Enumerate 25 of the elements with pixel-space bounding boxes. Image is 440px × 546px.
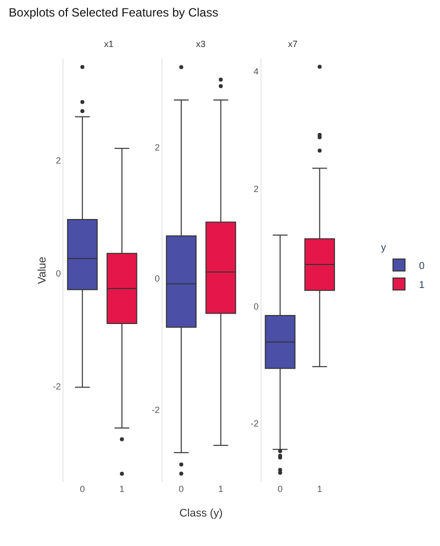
y-tick-label: 4 xyxy=(254,66,259,77)
legend-label: 0 xyxy=(419,260,425,272)
chart-subtitle: x3 xyxy=(196,39,206,49)
legend-label: 1 xyxy=(419,280,425,291)
chart-subtitle: x1 xyxy=(104,39,114,49)
chart-title: Boxplots of Selected Features by Class xyxy=(8,6,218,20)
x-axis-title: Class (y) xyxy=(179,507,223,520)
y-tick-label: 2 xyxy=(56,155,61,166)
y-tick-label: -2 xyxy=(250,418,259,429)
chart-subtitle: x7 xyxy=(288,39,298,49)
y-tick-label: 0 xyxy=(154,274,160,284)
y-axis-title: Value xyxy=(36,256,49,284)
legend-title: y xyxy=(381,242,386,254)
y-tick-label: 2 xyxy=(254,184,259,194)
x-tick-label: 1 xyxy=(218,484,224,494)
y-tick-label: 2 xyxy=(154,142,160,152)
x-tick-label: 0 xyxy=(178,484,184,494)
x-tick-label: 1 xyxy=(317,484,322,494)
x-tick-label: 0 xyxy=(278,484,283,494)
y-tick-label: 0 xyxy=(56,268,61,278)
y-tick-label: -2 xyxy=(52,381,61,392)
x-tick-label: 1 xyxy=(119,484,124,494)
y-tick-label: -2 xyxy=(152,405,160,416)
x-tick-label: 0 xyxy=(80,484,85,494)
y-tick-label: 0 xyxy=(254,301,259,312)
